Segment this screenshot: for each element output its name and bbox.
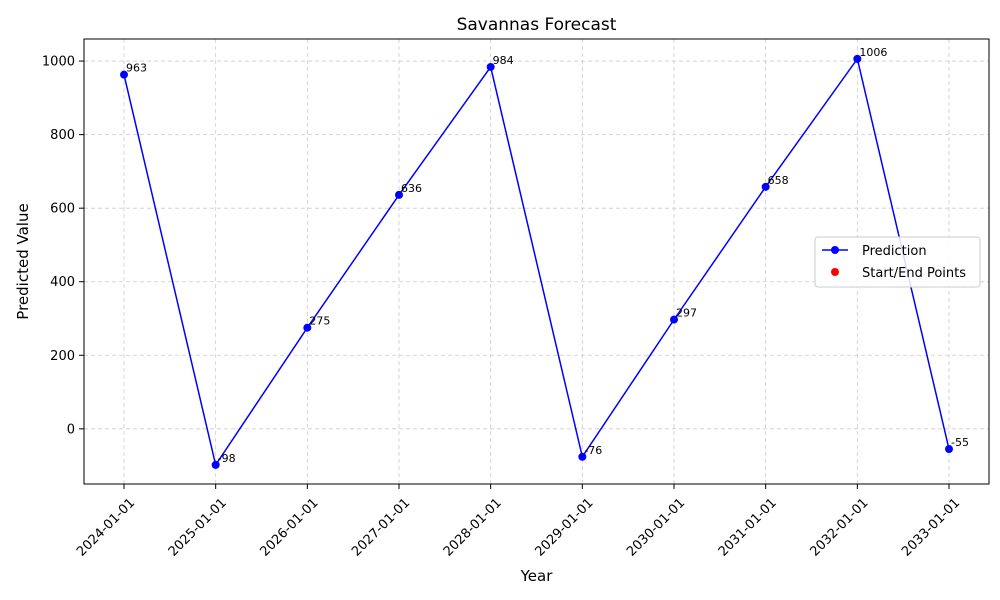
data-point bbox=[761, 182, 770, 191]
data-label: 1006 bbox=[859, 46, 887, 59]
data-label: -55 bbox=[951, 436, 969, 449]
data-label: 636 bbox=[401, 182, 422, 195]
x-tick-label: 2027-01-01 bbox=[349, 496, 413, 560]
data-point bbox=[945, 445, 953, 454]
legend-prediction-marker bbox=[831, 246, 839, 254]
data-label: -98 bbox=[218, 452, 236, 465]
data-label: 275 bbox=[309, 315, 330, 328]
y-tick-label: 800 bbox=[50, 128, 75, 143]
data-point bbox=[578, 452, 587, 461]
x-tick-label: 2026-01-01 bbox=[257, 496, 321, 560]
legend-box bbox=[814, 236, 981, 288]
data-label: -76 bbox=[584, 444, 602, 457]
chart-title: Savannas Forecast bbox=[457, 15, 617, 35]
x-tick-label: 2031-01-01 bbox=[716, 496, 780, 560]
legend-prediction-label: Prediction bbox=[862, 244, 927, 259]
y-axis-label: Predicted Value bbox=[14, 203, 32, 319]
x-tick-label: 2028-01-01 bbox=[441, 496, 505, 560]
data-label: 297 bbox=[676, 307, 697, 320]
y-tick-label: 600 bbox=[50, 202, 75, 217]
x-axis: 2024-01-01 2025-01-01 2026-01-01 2027-01-01… bbox=[74, 484, 963, 560]
x-tick-label: 2025-01-01 bbox=[166, 496, 230, 560]
x-tick-label: 2029-01-01 bbox=[532, 496, 596, 560]
data-label: 658 bbox=[768, 174, 789, 187]
series-layer: 963 -98 275 636 984 -76 297 658 1006 -55 bbox=[120, 46, 969, 469]
y-tick-label: 0 bbox=[67, 422, 75, 437]
data-point bbox=[303, 323, 312, 332]
data-point bbox=[853, 54, 862, 63]
x-tick-label: 2032-01-01 bbox=[807, 496, 871, 560]
x-tick-label: 2030-01-01 bbox=[624, 496, 688, 560]
data-label: 963 bbox=[126, 62, 147, 75]
y-tick-label: 200 bbox=[50, 349, 75, 364]
data-point bbox=[211, 460, 220, 469]
y-tick-label: 400 bbox=[50, 275, 75, 290]
data-label: 984 bbox=[493, 54, 514, 67]
plot-area bbox=[83, 38, 990, 485]
legend-start-end-label: Start/End Points bbox=[862, 266, 966, 281]
data-point bbox=[486, 62, 495, 71]
legend-start-end-marker bbox=[831, 268, 839, 276]
data-point bbox=[670, 315, 678, 324]
y-axis: 0 200 400 600 800 1000 bbox=[42, 55, 84, 437]
legend: Prediction Start/End Points bbox=[814, 236, 981, 288]
data-point bbox=[120, 70, 128, 79]
data-point bbox=[395, 190, 403, 199]
x-tick-label: 2024-01-01 bbox=[74, 496, 138, 560]
prediction-line bbox=[123, 57, 950, 467]
x-axis-label: Year bbox=[520, 567, 554, 585]
x-tick-label: 2033-01-01 bbox=[899, 496, 963, 560]
grid bbox=[84, 39, 989, 484]
y-tick-label: 1000 bbox=[42, 55, 75, 70]
